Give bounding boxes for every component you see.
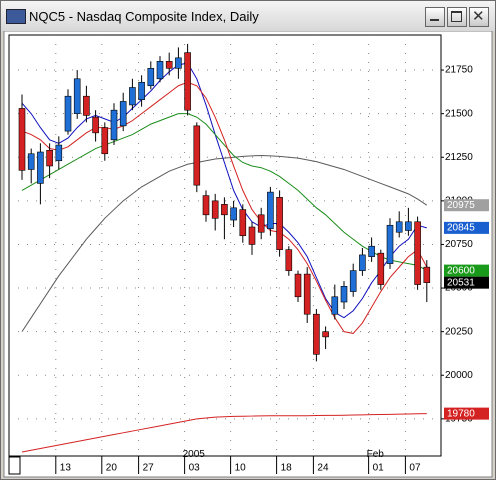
value-box-label: 20531 [447,277,475,288]
moving-average-line [21,62,427,319]
candle-body [119,101,127,127]
candle-body [55,144,63,162]
moving-average-line [21,413,427,453]
candle-body [27,153,35,170]
candle-body [340,286,348,303]
candle-body [129,87,136,106]
candle-body [92,116,99,134]
value-box-label: 19780 [447,408,475,419]
candle-body [405,221,412,231]
chart: 1975020000202502050020750210002125021500… [3,31,493,478]
close-button[interactable]: ✕ [469,7,489,27]
candle-body [83,95,90,116]
window-title: NQC5 - Nasdaq Composite Index, Daily [29,9,259,24]
y-tick-label: 20000 [445,370,473,381]
candle-body [202,195,210,216]
value-box-label: 20845 [447,223,475,234]
corner-box [8,456,21,475]
x-period-label: 2005 [183,449,206,460]
candle-body [359,254,366,271]
x-tick-label: 01 [373,463,385,474]
candle-body [175,57,182,69]
candle-body [331,296,339,315]
x-tick-label: 13 [60,463,72,474]
value-box [444,199,489,212]
candle-body [156,61,164,80]
candle-body [322,331,329,338]
candle-body [18,108,26,171]
x-tick-label: 03 [189,463,201,474]
candle-body [313,313,320,355]
candle-body [414,221,421,285]
candle-body [303,273,311,315]
value-box-label: 20600 [447,265,475,276]
candle-body [193,125,201,186]
candle-body [239,209,247,237]
candle-body [377,252,385,285]
candle-body [211,200,219,219]
x-tick-label: 20 [106,463,118,474]
candle-body [349,270,357,292]
candle-body [110,109,118,141]
x-tick-label: 24 [317,463,329,474]
candle-body [423,266,431,283]
candle-body [294,273,302,298]
candle-body [395,221,403,233]
candle-body [267,191,274,230]
x-tick-label: 18 [281,463,293,474]
y-tick-label: 20250 [445,326,473,337]
candle-body [285,249,293,271]
y-tick-label: 21250 [445,152,473,163]
candle-body [368,245,375,257]
candle-body [73,78,81,114]
value-box-label: 20975 [447,200,475,211]
candle-body [257,214,265,233]
value-box [444,264,489,277]
candle-body [386,224,394,264]
moving-average-line [21,155,428,332]
candle-body [221,204,228,216]
candle-body [147,68,155,87]
y-tick-label: 21500 [445,108,473,119]
x-period-label: Feb [367,449,385,460]
candle-body [230,207,237,221]
x-tick-label: 27 [143,463,155,474]
maximize-button[interactable] [447,7,467,27]
candle-body [184,52,191,111]
candle-body [64,95,72,132]
candle-body [46,149,53,167]
value-box [444,276,489,289]
candle-body [37,151,44,184]
moving-average-line [21,81,428,334]
y-tick-label: 21750 [445,65,473,76]
candle-body [101,127,109,155]
moving-average-line [21,113,428,272]
y-tick-label: 20750 [445,239,473,250]
app-icon [6,9,26,24]
value-box [444,221,489,234]
candle-body [248,226,256,245]
x-tick-label: 10 [235,463,247,474]
candle-body [165,61,173,69]
plot-frame [8,34,442,457]
candle-body [138,81,145,101]
minimize-button[interactable] [425,7,445,27]
value-box [444,407,489,420]
x-tick-label: 07 [409,463,421,474]
candle-body [276,197,283,250]
title-bar: NQC5 - Nasdaq Composite Index, Daily ✕ [1,1,495,31]
